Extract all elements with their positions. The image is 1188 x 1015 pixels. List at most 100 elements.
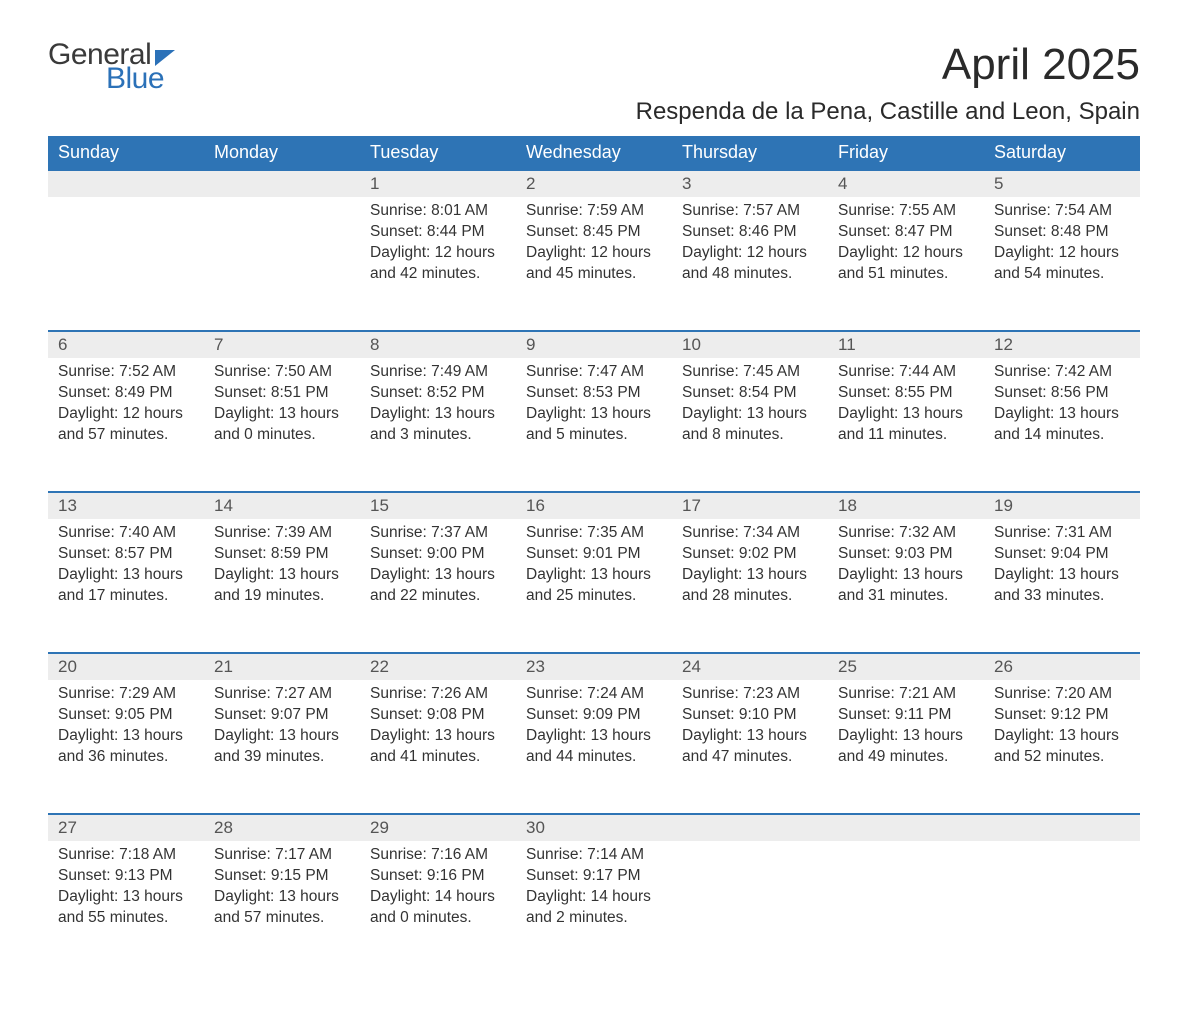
weekday-header: Saturday [984, 136, 1140, 170]
day-d2: and 19 minutes. [214, 586, 350, 607]
day-sr: Sunrise: 7:45 AM [682, 362, 818, 383]
day-number-cell [204, 170, 360, 197]
day-detail-cell: Sunrise: 7:47 AMSunset: 8:53 PMDaylight:… [516, 358, 672, 492]
day-ss: Sunset: 9:04 PM [994, 544, 1130, 565]
day-d1: Daylight: 13 hours [838, 726, 974, 747]
day-d1: Daylight: 12 hours [58, 404, 194, 425]
day-detail-cell: Sunrise: 7:23 AMSunset: 9:10 PMDaylight:… [672, 680, 828, 814]
day-ss: Sunset: 8:51 PM [214, 383, 350, 404]
day-number-cell: 1 [360, 170, 516, 197]
day-d1: Daylight: 14 hours [526, 887, 662, 908]
day-d2: and 41 minutes. [370, 747, 506, 768]
day-number-cell: 11 [828, 331, 984, 358]
day-number-cell [672, 814, 828, 841]
day-number-cell: 5 [984, 170, 1140, 197]
day-d1: Daylight: 13 hours [370, 565, 506, 586]
day-d2: and 44 minutes. [526, 747, 662, 768]
day-d1: Daylight: 13 hours [526, 565, 662, 586]
day-detail-cell: Sunrise: 8:01 AMSunset: 8:44 PMDaylight:… [360, 197, 516, 331]
day-number-cell: 29 [360, 814, 516, 841]
day-ss: Sunset: 8:47 PM [838, 222, 974, 243]
daynum-row: 6789101112 [48, 331, 1140, 358]
day-ss: Sunset: 9:00 PM [370, 544, 506, 565]
day-detail-cell: Sunrise: 7:39 AMSunset: 8:59 PMDaylight:… [204, 519, 360, 653]
day-detail-cell: Sunrise: 7:20 AMSunset: 9:12 PMDaylight:… [984, 680, 1140, 814]
day-sr: Sunrise: 7:57 AM [682, 201, 818, 222]
day-detail-cell: Sunrise: 7:54 AMSunset: 8:48 PMDaylight:… [984, 197, 1140, 331]
day-sr: Sunrise: 7:18 AM [58, 845, 194, 866]
day-number-cell: 8 [360, 331, 516, 358]
day-d2: and 54 minutes. [994, 264, 1130, 285]
day-sr: Sunrise: 7:59 AM [526, 201, 662, 222]
logo: General Blue [48, 40, 175, 94]
day-d2: and 57 minutes. [58, 425, 194, 446]
page-header: General Blue April 2025 Respenda de la P… [48, 40, 1140, 126]
daynum-row: 12345 [48, 170, 1140, 197]
day-d1: Daylight: 13 hours [682, 565, 818, 586]
day-ss: Sunset: 9:11 PM [838, 705, 974, 726]
day-body-row: Sunrise: 7:18 AMSunset: 9:13 PM Daylight:… [48, 841, 1140, 975]
day-number-cell: 18 [828, 492, 984, 519]
day-number-cell: 14 [204, 492, 360, 519]
day-number-cell: 15 [360, 492, 516, 519]
day-d2: and 3 minutes. [370, 425, 506, 446]
day-ss: Sunset: 8:56 PM [994, 383, 1130, 404]
day-number-cell: 24 [672, 653, 828, 680]
day-detail-cell: Sunrise: 7:24 AMSunset: 9:09 PMDaylight:… [516, 680, 672, 814]
weekday-header: Friday [828, 136, 984, 170]
day-detail-cell: Sunrise: 7:32 AMSunset: 9:03 PMDaylight:… [828, 519, 984, 653]
day-detail-cell: Sunrise: 7:40 AMSunset: 8:57 PMDaylight:… [48, 519, 204, 653]
day-sr: Sunrise: 7:39 AM [214, 523, 350, 544]
day-d1: Daylight: 13 hours [526, 726, 662, 747]
day-sr: Sunrise: 7:32 AM [838, 523, 974, 544]
day-d2: and 17 minutes. [58, 586, 194, 607]
day-sr: Sunrise: 7:17 AM [214, 845, 350, 866]
daynum-row: 20212223242526 [48, 653, 1140, 680]
day-sr: Sunrise: 7:23 AM [682, 684, 818, 705]
weekday-header: Thursday [672, 136, 828, 170]
day-number-cell [828, 814, 984, 841]
day-detail-cell [204, 197, 360, 331]
day-number-cell: 28 [204, 814, 360, 841]
day-ss: Sunset: 8:48 PM [994, 222, 1130, 243]
day-sr: Sunrise: 8:01 AM [370, 201, 506, 222]
day-number-cell: 12 [984, 331, 1140, 358]
day-sr: Sunrise: 7:37 AM [370, 523, 506, 544]
day-detail-cell [672, 841, 828, 975]
day-number-cell [984, 814, 1140, 841]
day-number-cell: 19 [984, 492, 1140, 519]
weekday-header-row: Sunday Monday Tuesday Wednesday Thursday… [48, 136, 1140, 170]
day-detail-cell: Sunrise: 7:31 AMSunset: 9:04 PMDaylight:… [984, 519, 1140, 653]
day-d1: Daylight: 13 hours [214, 726, 350, 747]
day-detail-cell: Sunrise: 7:27 AMSunset: 9:07 PMDaylight:… [204, 680, 360, 814]
day-ss: Sunset: 9:08 PM [370, 705, 506, 726]
day-d1: Daylight: 13 hours [994, 565, 1130, 586]
day-sr: Sunrise: 7:40 AM [58, 523, 194, 544]
day-detail-cell: Sunrise: 7:50 AMSunset: 8:51 PMDaylight:… [204, 358, 360, 492]
day-d2: and 55 minutes. [58, 908, 194, 929]
day-sr: Sunrise: 7:35 AM [526, 523, 662, 544]
day-detail-cell: Sunrise: 7:34 AMSunset: 9:02 PMDaylight:… [672, 519, 828, 653]
daynum-row: 27282930 [48, 814, 1140, 841]
day-d2: and 0 minutes. [214, 425, 350, 446]
calendar-table: Sunday Monday Tuesday Wednesday Thursday… [48, 136, 1140, 975]
daynum-row: 13141516171819 [48, 492, 1140, 519]
day-number-cell: 3 [672, 170, 828, 197]
day-d2: and 47 minutes. [682, 747, 818, 768]
day-d2: and 25 minutes. [526, 586, 662, 607]
day-ss: Sunset: 9:10 PM [682, 705, 818, 726]
day-d2: and 42 minutes. [370, 264, 506, 285]
day-sr: Sunrise: 7:44 AM [838, 362, 974, 383]
day-d2: and 0 minutes. [370, 908, 506, 929]
day-d1: Daylight: 12 hours [682, 243, 818, 264]
day-ss: Sunset: 8:59 PM [214, 544, 350, 565]
day-number-cell: 2 [516, 170, 672, 197]
day-ss: Sunset: 9:05 PM [58, 705, 194, 726]
day-sr: Sunrise: 7:20 AM [994, 684, 1130, 705]
day-body-row: Sunrise: 7:52 AMSunset: 8:49 PMDaylight:… [48, 358, 1140, 492]
day-ss: Sunset: 9:02 PM [682, 544, 818, 565]
day-d2: and 28 minutes. [682, 586, 818, 607]
day-detail-cell: Sunrise: 7:55 AMSunset: 8:47 PMDaylight:… [828, 197, 984, 331]
month-title: April 2025 [636, 40, 1140, 90]
day-ss: Sunset: 9:13 PM [58, 866, 194, 887]
